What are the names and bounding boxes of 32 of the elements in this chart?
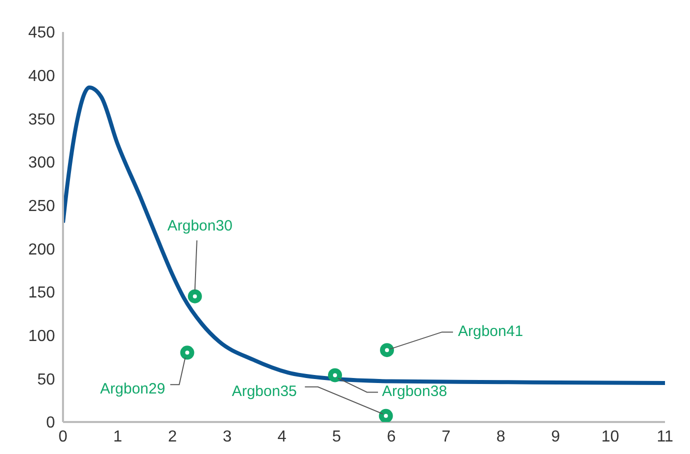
x-tick-label: 8 [496,428,506,446]
x-tick-label: 2 [168,428,177,446]
x-tick-label: 6 [386,428,396,446]
y-tick-label: 350 [28,111,56,128]
annotation: Argbon41 [458,323,524,340]
point [378,408,393,422]
y-tick-label: 300 [28,154,56,172]
x-tick-label: 5 [332,428,342,446]
y-tick-label: 50 [37,371,56,388]
x-tick-label: 10 [601,428,620,446]
y-tick-label: 100 [28,328,56,346]
x-tick-label: 0 [58,428,68,446]
point [380,343,394,358]
y-tick-label: 150 [28,284,56,302]
point [180,346,194,360]
annotation: Argbon35 [232,382,297,400]
y-tick-label: 200 [28,241,56,258]
y-tick-label: 250 [28,198,56,216]
y-tick-label: 400 [28,68,56,86]
x-tick-label: 9 [551,428,560,446]
point [328,368,342,382]
y-tick-label: 450 [28,24,56,42]
annotation: Argbon29 [100,380,166,398]
point [188,289,202,304]
x-tick-label: 11 [656,428,674,446]
annotation: Argbon38 [382,383,448,400]
x-tick-label: 3 [222,428,232,446]
y-tick-label: 0 [46,414,56,432]
annotation: Argbon30 [167,217,232,234]
x-tick-label: 1 [113,428,122,446]
x-tick-label: 7 [442,428,451,446]
x-tick-label: 4 [277,428,286,446]
